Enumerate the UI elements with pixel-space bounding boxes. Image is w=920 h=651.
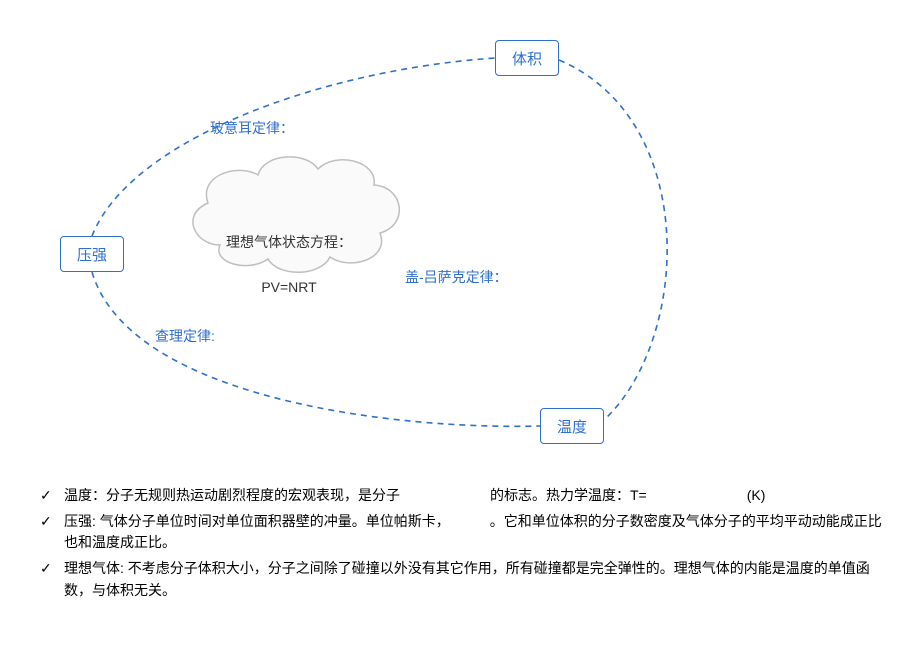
note2-prefix: 理想气体:: [64, 560, 124, 576]
note1-prefix: 压强:: [64, 513, 96, 529]
check-icon: ✓: [40, 558, 64, 601]
label-gaylussac: 盖-吕萨克定律：: [405, 267, 508, 287]
center-equation: 理想气体状态方程： PV=NRT: [226, 209, 352, 299]
note-item-1: ✓ 压强: 气体分子单位时间对单位面积器壁的冲量。单位帕斯卡，。它和单位体积的分…: [40, 511, 890, 554]
note-body-0: 温度：分子无规则热运动剧烈程度的宏观表现，是分子 的标志。热力学温度：T= (K): [64, 485, 890, 507]
note0-c: (K): [747, 487, 766, 503]
check-icon: ✓: [40, 485, 64, 507]
label-charles: 查理定律:: [155, 326, 215, 346]
node-pressure: 压强: [60, 236, 124, 272]
note2-a: 不考虑分子体积大小，分子之间除了碰撞以外没有其它作用，所有碰撞都是完全弹性的。理…: [64, 560, 870, 598]
edge-gaylussac: [559, 60, 667, 420]
center-line2: PV=NRT: [261, 279, 316, 295]
node-pressure-label: 压强: [77, 244, 107, 265]
note-item-2: ✓ 理想气体: 不考虑分子体积大小，分子之间除了碰撞以外没有其它作用，所有碰撞都…: [40, 558, 890, 601]
note1-a: 气体分子单位时间对单位面积器壁的冲量。单位帕斯卡，: [96, 513, 450, 529]
node-volume: 体积: [495, 40, 559, 76]
check-icon: ✓: [40, 511, 64, 554]
center-line1: 理想气体状态方程：: [226, 234, 352, 250]
note0-prefix: 温度：: [64, 487, 106, 503]
node-temperature-label: 温度: [557, 416, 587, 437]
note0-b: 的标志。热力学温度：T=: [490, 487, 647, 503]
note0-a: 分子无规则热运动剧烈程度的宏观表现，是分子: [106, 487, 400, 503]
note-item-0: ✓ 温度：分子无规则热运动剧烈程度的宏观表现，是分子 的标志。热力学温度：T= (K…: [40, 485, 890, 507]
notes-list: ✓ 温度：分子无规则热运动剧烈程度的宏观表现，是分子 的标志。热力学温度：T= (K…: [40, 485, 890, 605]
node-volume-label: 体积: [512, 48, 542, 69]
label-boyle: 玻意耳定律：: [210, 118, 294, 138]
note-body-1: 压强: 气体分子单位时间对单位面积器壁的冲量。单位帕斯卡，。它和单位体积的分子数…: [64, 511, 890, 554]
node-temperature: 温度: [540, 408, 604, 444]
canvas: 体积 压强 温度 玻意耳定律： 盖-吕萨克定律： 查理定律: 理想气体状态方程：…: [0, 0, 920, 651]
note-body-2: 理想气体: 不考虑分子体积大小，分子之间除了碰撞以外没有其它作用，所有碰撞都是完…: [64, 558, 890, 601]
